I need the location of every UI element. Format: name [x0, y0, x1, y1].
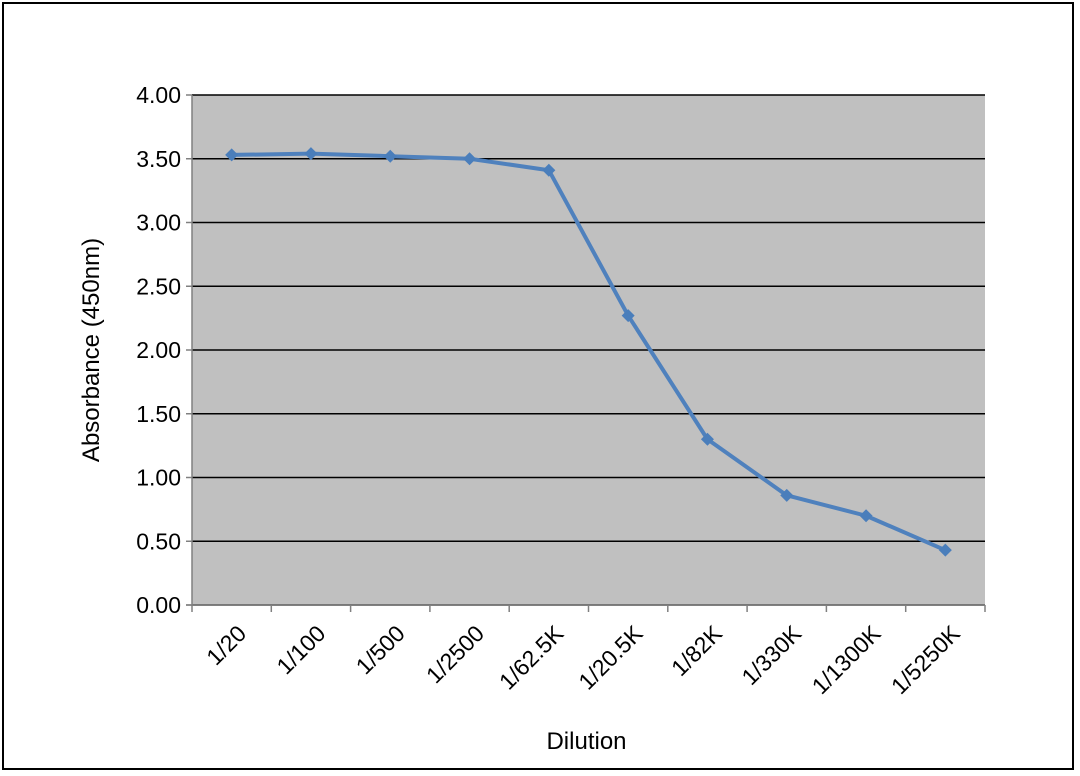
data-point-marker [938, 543, 952, 557]
y-axis-title: Absorbance (450nm) [78, 238, 105, 462]
data-point-marker [225, 148, 239, 162]
y-tick-label: 0.50 [136, 528, 181, 554]
y-tick-label: 1.00 [136, 465, 181, 491]
data-point-marker [780, 488, 794, 502]
data-point-marker [383, 149, 397, 163]
x-tick-labels: 1/20 1/100 1/500 1/2500 1/62.5K 1/20.5K 1/82K 1… [201, 620, 965, 699]
x-tick-label: 1/1300K [807, 620, 886, 699]
y-tick-label: 2.50 [136, 273, 181, 299]
data-point-marker [542, 163, 556, 177]
y-tick-label: 4.00 [136, 82, 181, 108]
axes [186, 94, 986, 612]
x-tick-label: 1/2500 [421, 620, 489, 688]
y-tick-label: 2.00 [136, 337, 181, 363]
x-tick-label: 1/82K [666, 620, 727, 681]
x-tick-label: 1/500 [351, 620, 410, 679]
x-tick-label: 1/5250K [886, 620, 965, 699]
series-group [225, 147, 952, 557]
x-tick-label: 1/20.5K [573, 620, 648, 695]
x-axis-title: Dilution [546, 728, 626, 755]
gridlines [192, 94, 985, 606]
y-tick-labels: 0.00 0.50 1.00 1.50 2.00 2.50 3.00 3.50 4.00 [136, 82, 181, 618]
x-tick-label: 1/330K [736, 620, 806, 690]
x-tick-label: 1/62.5K [494, 620, 569, 695]
data-point-marker [859, 509, 873, 523]
y-tick-label: 0.00 [136, 592, 181, 618]
y-tick-label: 1.50 [136, 401, 181, 427]
series-line [231, 151, 947, 553]
data-point-marker [621, 309, 635, 323]
x-tick-label: 1/100 [271, 620, 330, 679]
data-point-marker [304, 147, 318, 161]
x-tick-label: 1/20 [201, 620, 251, 670]
y-tick-label: 3.00 [136, 210, 181, 236]
data-point-marker [463, 152, 477, 166]
y-tick-label: 3.50 [136, 146, 181, 172]
data-point-marker [700, 432, 714, 446]
